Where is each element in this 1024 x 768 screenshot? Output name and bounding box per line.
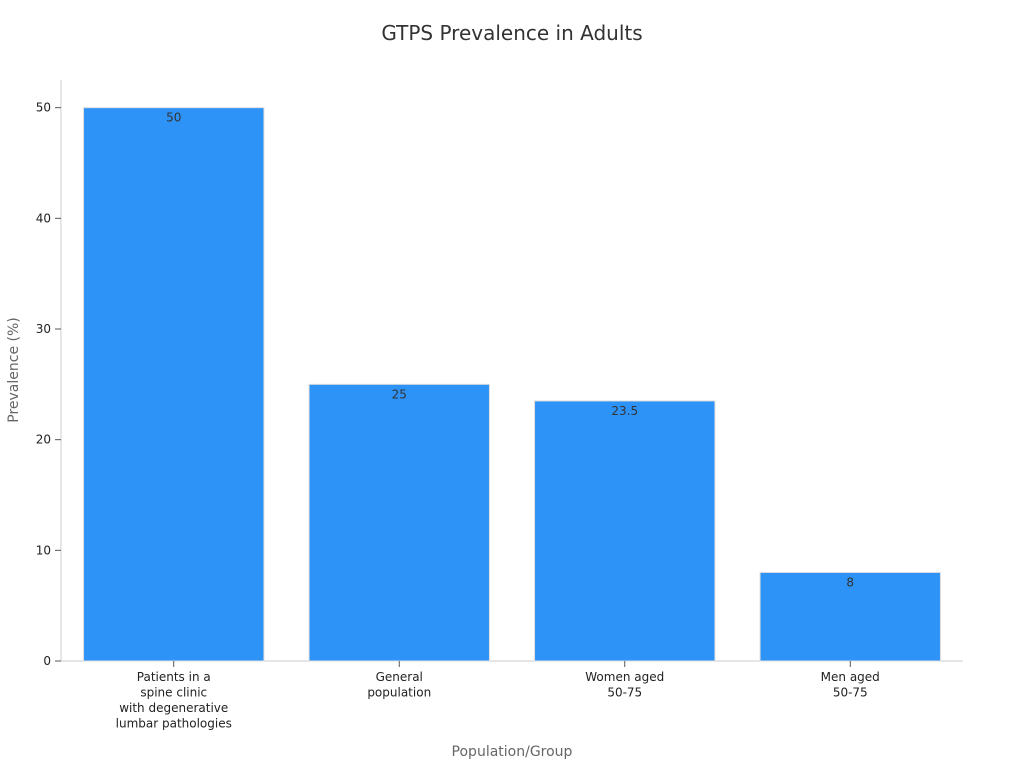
bar (759, 571, 941, 662)
y-tick-label: 40 (36, 211, 51, 225)
x-tick-label: 50-75 (833, 686, 868, 700)
bar-value-label: 8 (846, 575, 854, 589)
x-tick-label: lumbar pathologies (116, 717, 232, 731)
bar-value-label: 23.5 (611, 404, 638, 418)
x-tick-label: Men aged (821, 670, 880, 684)
y-tick-label: 10 (36, 543, 51, 557)
x-tick-label: 50-75 (607, 686, 642, 700)
chart-title: GTPS Prevalence in Adults (381, 21, 642, 45)
y-tick-label: 20 (36, 433, 51, 447)
x-tick-label: Patients in a (137, 670, 211, 684)
x-tick-label: population (367, 686, 431, 700)
y-tick-label: 30 (36, 322, 51, 336)
bar (308, 383, 490, 662)
bar (83, 107, 265, 662)
bars-group: 50 25 23.5 8 (83, 107, 941, 662)
x-tick-label: spine clinic (140, 686, 207, 700)
bar-value-label: 50 (166, 111, 181, 125)
x-tick-label: with degenerative (119, 701, 228, 715)
x-tick-label: Women aged (585, 670, 664, 684)
y-tick-label: 50 (36, 101, 51, 115)
x-axis-title: Population/Group (452, 744, 573, 760)
y-axis-title: Prevalence (%) (6, 317, 22, 423)
x-tick-label: General (376, 670, 423, 684)
bar-value-label: 25 (392, 387, 407, 401)
bar (534, 400, 716, 662)
y-axis-ticks: 0 10 20 30 40 50 (36, 101, 61, 668)
y-tick-label: 0 (43, 654, 51, 668)
